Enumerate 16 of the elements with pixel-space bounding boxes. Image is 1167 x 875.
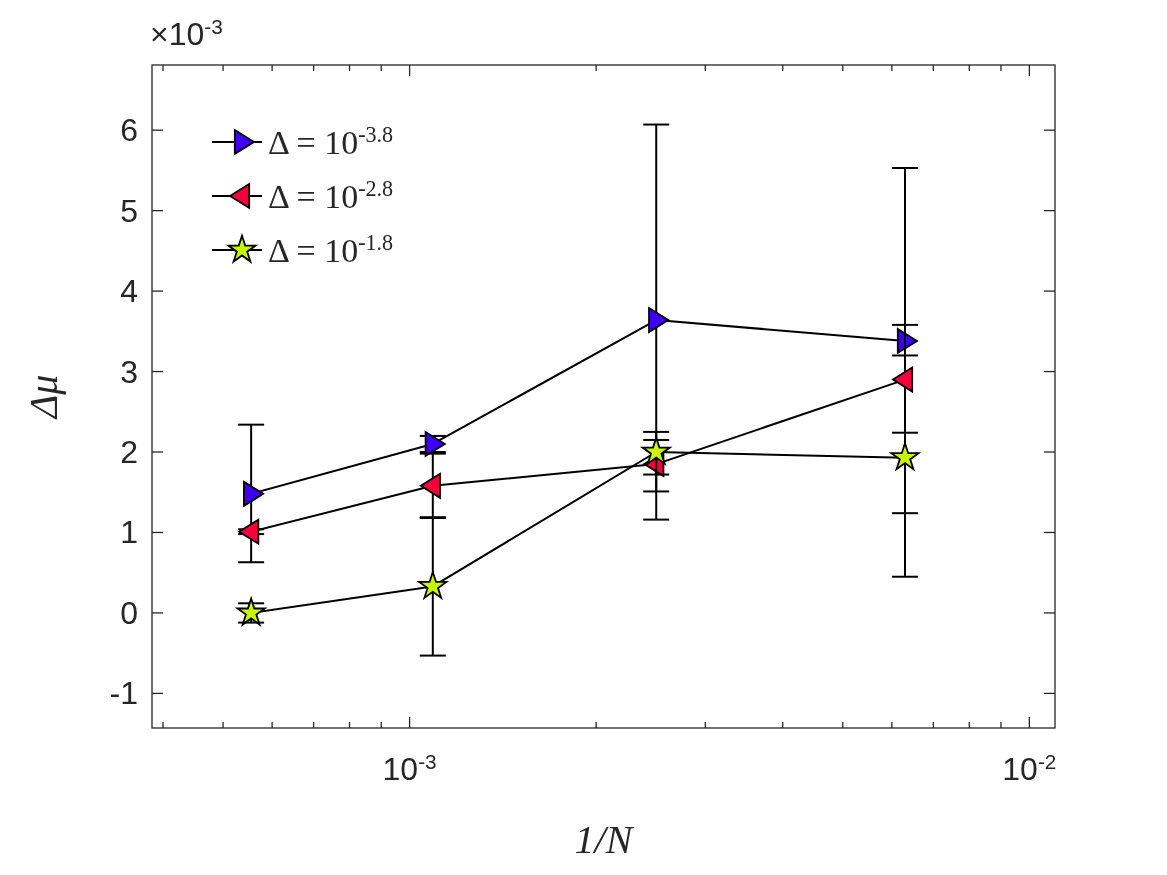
x-axis-title: 1/N <box>574 817 635 862</box>
y-tick-label: 6 <box>120 112 138 149</box>
legend-label: Δ = 10$^{-2.8}$ <box>268 175 394 215</box>
legend-label: Δ = 10$^{-3.8}$ <box>268 121 394 161</box>
y-tick-label: 2 <box>120 434 138 471</box>
y-tick-label: 0 <box>120 594 138 631</box>
x-tick-label: 10$^{-2}$ <box>1002 749 1057 787</box>
y-tick-label: 3 <box>120 353 138 390</box>
y-tick-label: 4 <box>120 273 138 310</box>
legend-label: Δ = 10$^{-1.8}$ <box>268 229 394 269</box>
text: ×10$^{-3}$ <box>150 14 223 52</box>
y-tick-label: 5 <box>120 192 138 229</box>
y-tick-label: 1 <box>120 514 138 551</box>
x-tick-label: 10$^{-3}$ <box>382 749 437 787</box>
y-tick-label: -1 <box>109 675 138 712</box>
y-axis-title: Δμ <box>21 374 66 421</box>
